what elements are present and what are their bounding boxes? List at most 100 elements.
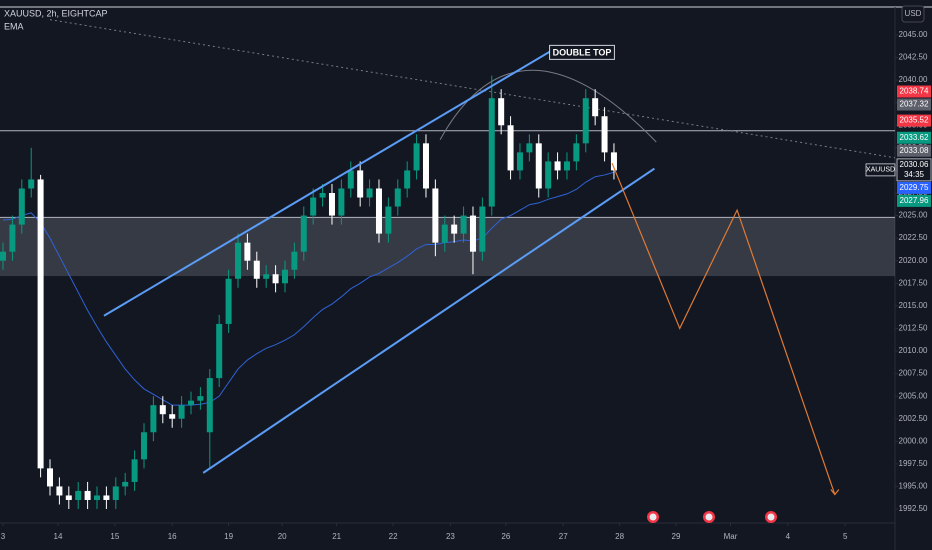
y-tick-label: 2007.50 <box>899 369 928 378</box>
candle-body <box>300 215 307 252</box>
candle-body <box>75 490 82 500</box>
candle-body <box>582 98 589 144</box>
candle-body <box>563 161 570 171</box>
candle-body <box>122 481 129 487</box>
x-tick-label: 22 <box>389 532 398 541</box>
candle-body <box>131 459 138 482</box>
y-tick-label: 2020.00 <box>899 256 928 265</box>
candle-body <box>234 242 241 279</box>
event-flag-inner <box>767 513 775 521</box>
candle-body <box>357 170 364 198</box>
candle-body <box>28 179 35 189</box>
candle-body <box>366 188 373 198</box>
candle-body <box>103 495 110 500</box>
candle-body <box>516 152 523 171</box>
candle-body <box>84 490 91 500</box>
y-tick-label: 1992.50 <box>899 504 928 513</box>
current-price-box <box>896 158 932 182</box>
channel-line <box>103 46 558 317</box>
price-label-box <box>897 85 931 98</box>
candle-body <box>169 414 176 419</box>
candle-body <box>197 396 204 401</box>
candle-body <box>112 486 119 500</box>
x-tick-label: 15 <box>110 532 119 541</box>
price-label: 2027.96 <box>900 196 929 205</box>
candle-body <box>37 179 44 469</box>
y-tick-label: 2000.00 <box>899 436 928 445</box>
price-label-box <box>897 144 931 157</box>
x-tick-label: 20 <box>278 532 287 541</box>
x-tick-label: 5 <box>843 532 848 541</box>
y-tick-label: 2005.00 <box>899 391 928 400</box>
candle-body <box>338 188 345 216</box>
price-label-box <box>897 131 931 144</box>
candle-body <box>65 495 72 500</box>
y-tick-label: 1995.00 <box>899 482 928 491</box>
candle-body <box>554 161 561 171</box>
candle-body <box>328 192 335 216</box>
candle-body <box>140 432 147 460</box>
candle-body <box>488 98 495 207</box>
symbol-tag: XAUUSD <box>866 167 895 174</box>
candle-body <box>9 224 16 252</box>
candle-body <box>253 260 260 279</box>
candle-body <box>94 495 101 500</box>
x-tick-label: 4 <box>786 532 791 541</box>
event-flags <box>647 511 777 523</box>
y-tick-label: 2002.50 <box>899 414 928 423</box>
candle-body <box>451 224 458 234</box>
candle-body <box>319 192 326 198</box>
candle-body <box>291 251 298 270</box>
candle-body <box>178 405 185 419</box>
x-tick-label: 3 <box>1 532 6 541</box>
y-tick-label: 2040.00 <box>899 75 928 84</box>
symbol-title: XAUUSD, 2h, EIGHTCAP <box>4 8 108 18</box>
candle-body <box>479 206 486 252</box>
double-top-arc <box>439 69 657 143</box>
y-tick-label: 2025.00 <box>899 211 928 220</box>
price-label: 2038.74 <box>900 87 929 96</box>
candle-body <box>216 323 223 379</box>
y-tick-label: 2022.50 <box>899 233 928 242</box>
candle-body <box>385 206 392 234</box>
currency-button[interactable] <box>901 5 925 23</box>
candle-body <box>187 400 194 406</box>
candle-body <box>535 143 542 189</box>
y-tick-label: 2017.50 <box>899 278 928 287</box>
candle-body <box>507 125 514 171</box>
x-tick-label: 23 <box>446 532 455 541</box>
projection-line <box>611 162 836 495</box>
candle-body <box>263 274 270 279</box>
candle-body <box>272 274 279 284</box>
price-label: 2037.32 <box>900 100 929 109</box>
y-tick-label: 2012.50 <box>899 324 928 333</box>
candle-body <box>441 224 448 243</box>
price-label: 2033.62 <box>900 133 929 142</box>
x-tick-label: Mar <box>724 532 738 541</box>
candle-body <box>526 143 533 153</box>
currency[interactable]: USD <box>905 9 922 18</box>
candle-body <box>244 242 251 261</box>
price-label: 2035.52 <box>900 116 929 125</box>
channel-line <box>202 167 655 474</box>
candle-body <box>460 215 467 234</box>
candle-body <box>0 251 7 261</box>
event-flag-inner <box>649 513 657 521</box>
candle-body <box>310 197 317 216</box>
candle-body <box>159 405 166 415</box>
countdown: 34:35 <box>904 170 925 179</box>
candle-body <box>347 170 354 189</box>
x-tick-label: 28 <box>615 532 624 541</box>
indicator-name: EMA <box>4 21 24 31</box>
y-tick-label: 2010.00 <box>899 346 928 355</box>
x-tick-label: 27 <box>559 532 568 541</box>
current-price: 2030.06 <box>900 160 929 169</box>
annotation-box <box>549 44 615 60</box>
x-tick-label: 19 <box>224 532 233 541</box>
y-tick-label: 2015.00 <box>899 301 928 310</box>
candle-body <box>601 116 608 153</box>
price-label-box <box>897 98 931 111</box>
x-tick-label: 26 <box>501 532 510 541</box>
